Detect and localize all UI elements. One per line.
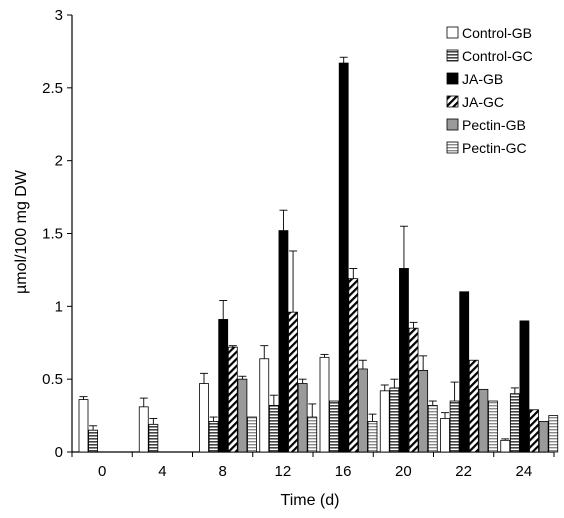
bar — [268, 404, 279, 453]
bar — [529, 409, 539, 453]
bar — [237, 378, 248, 453]
legend-label: Pectin-GB — [462, 117, 526, 133]
x-tick-label: 20 — [395, 463, 412, 480]
bar — [418, 370, 429, 453]
bar — [329, 400, 340, 453]
x-tick-label: 8 — [218, 463, 226, 480]
bar — [138, 406, 149, 453]
bar — [278, 230, 289, 453]
legend-label: Pectin-GC — [462, 140, 527, 156]
x-tick-label: 22 — [455, 463, 472, 480]
x-axis-title: Time (d) — [281, 492, 340, 509]
x-tick-label: 12 — [275, 463, 292, 480]
bar — [519, 320, 530, 453]
bar — [408, 327, 419, 453]
bar — [389, 387, 400, 453]
bar — [88, 429, 98, 453]
legend-label: JA-GB — [462, 71, 503, 87]
legend-swatch — [446, 95, 459, 108]
bar — [148, 423, 159, 453]
bar — [468, 359, 479, 453]
bar — [399, 268, 409, 453]
x-tick-label: 24 — [516, 463, 533, 480]
y-tick-label: 1.5 — [42, 226, 63, 243]
y-tick-label: 2 — [55, 153, 63, 170]
bar — [379, 390, 390, 453]
bar — [357, 368, 368, 453]
legend-label: JA-GC — [462, 94, 504, 110]
bar — [459, 291, 470, 453]
x-tick-label: 4 — [158, 463, 166, 480]
y-tick-label: 3 — [55, 7, 63, 24]
x-tick-label: 16 — [335, 463, 352, 480]
bar — [227, 346, 238, 453]
x-tick-label: 0 — [98, 463, 106, 480]
legend-swatch — [446, 118, 459, 131]
bar — [440, 418, 450, 453]
y-tick-label: 2.5 — [42, 80, 63, 97]
bar — [478, 388, 489, 453]
legend-swatch — [446, 72, 459, 85]
bar — [548, 415, 559, 453]
bar — [449, 400, 460, 453]
bar — [348, 278, 359, 453]
bar — [199, 383, 209, 453]
bar — [259, 358, 270, 453]
y-axis-title: µmol/100 mg DW — [13, 169, 30, 294]
bar — [247, 416, 257, 453]
bar — [509, 393, 520, 453]
legend-label: Control-GB — [462, 25, 532, 41]
y-tick-label: 0 — [55, 444, 63, 461]
bar — [488, 400, 498, 453]
bar — [288, 311, 298, 453]
bar — [307, 416, 318, 453]
bar — [367, 421, 378, 453]
bar — [218, 319, 229, 453]
y-tick-label: 1 — [55, 298, 63, 315]
bar — [297, 383, 308, 453]
bar — [538, 421, 549, 453]
bar — [78, 399, 89, 453]
legend-swatch — [446, 141, 459, 154]
bar — [208, 421, 219, 453]
bar — [338, 62, 349, 453]
y-tick-label: 0.5 — [42, 371, 63, 388]
legend-label: Control-GC — [462, 48, 533, 64]
bar — [319, 356, 330, 453]
legend-swatch — [446, 49, 459, 62]
bar — [427, 404, 438, 453]
legend-swatch — [446, 26, 459, 39]
bar — [500, 439, 511, 453]
